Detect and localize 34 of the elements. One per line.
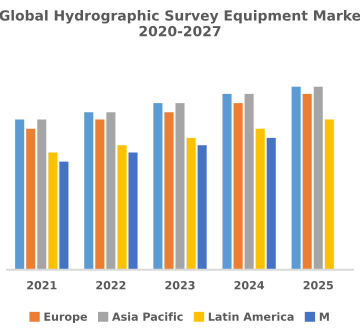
bar [37,120,46,270]
bar [59,162,68,270]
chart-title: Global Hydrographic Survey Equipment Marke 2020-2027 [0,10,360,36]
bar [256,128,265,270]
bar [128,152,138,270]
bar [15,120,24,270]
legend-label: Europe [44,312,88,323]
x-tick-label: 2022 [96,281,126,290]
bar [117,145,126,270]
bar [266,138,276,270]
bar [314,86,323,270]
bar [84,112,94,270]
bar [106,112,116,270]
legend-label: Latin America [208,312,294,321]
bar [234,103,243,270]
legend-label: M [320,312,329,321]
bar [186,138,196,270]
x-tick-label: 2021 [27,281,56,290]
bar [175,103,185,270]
bar [95,120,104,270]
bar [302,94,312,270]
bar [292,86,301,270]
legend-label: Asia Pacific [112,312,183,321]
bar [222,94,232,270]
bar [153,103,162,270]
x-tick-label: 2023 [165,281,195,290]
bar [324,120,334,270]
bar [48,152,58,270]
bar [26,128,36,270]
bar [164,112,174,270]
x-tick-label: 2024 [234,281,264,290]
bar [244,94,254,270]
bar [198,145,207,270]
x-tick-label: 2025 [304,281,333,290]
